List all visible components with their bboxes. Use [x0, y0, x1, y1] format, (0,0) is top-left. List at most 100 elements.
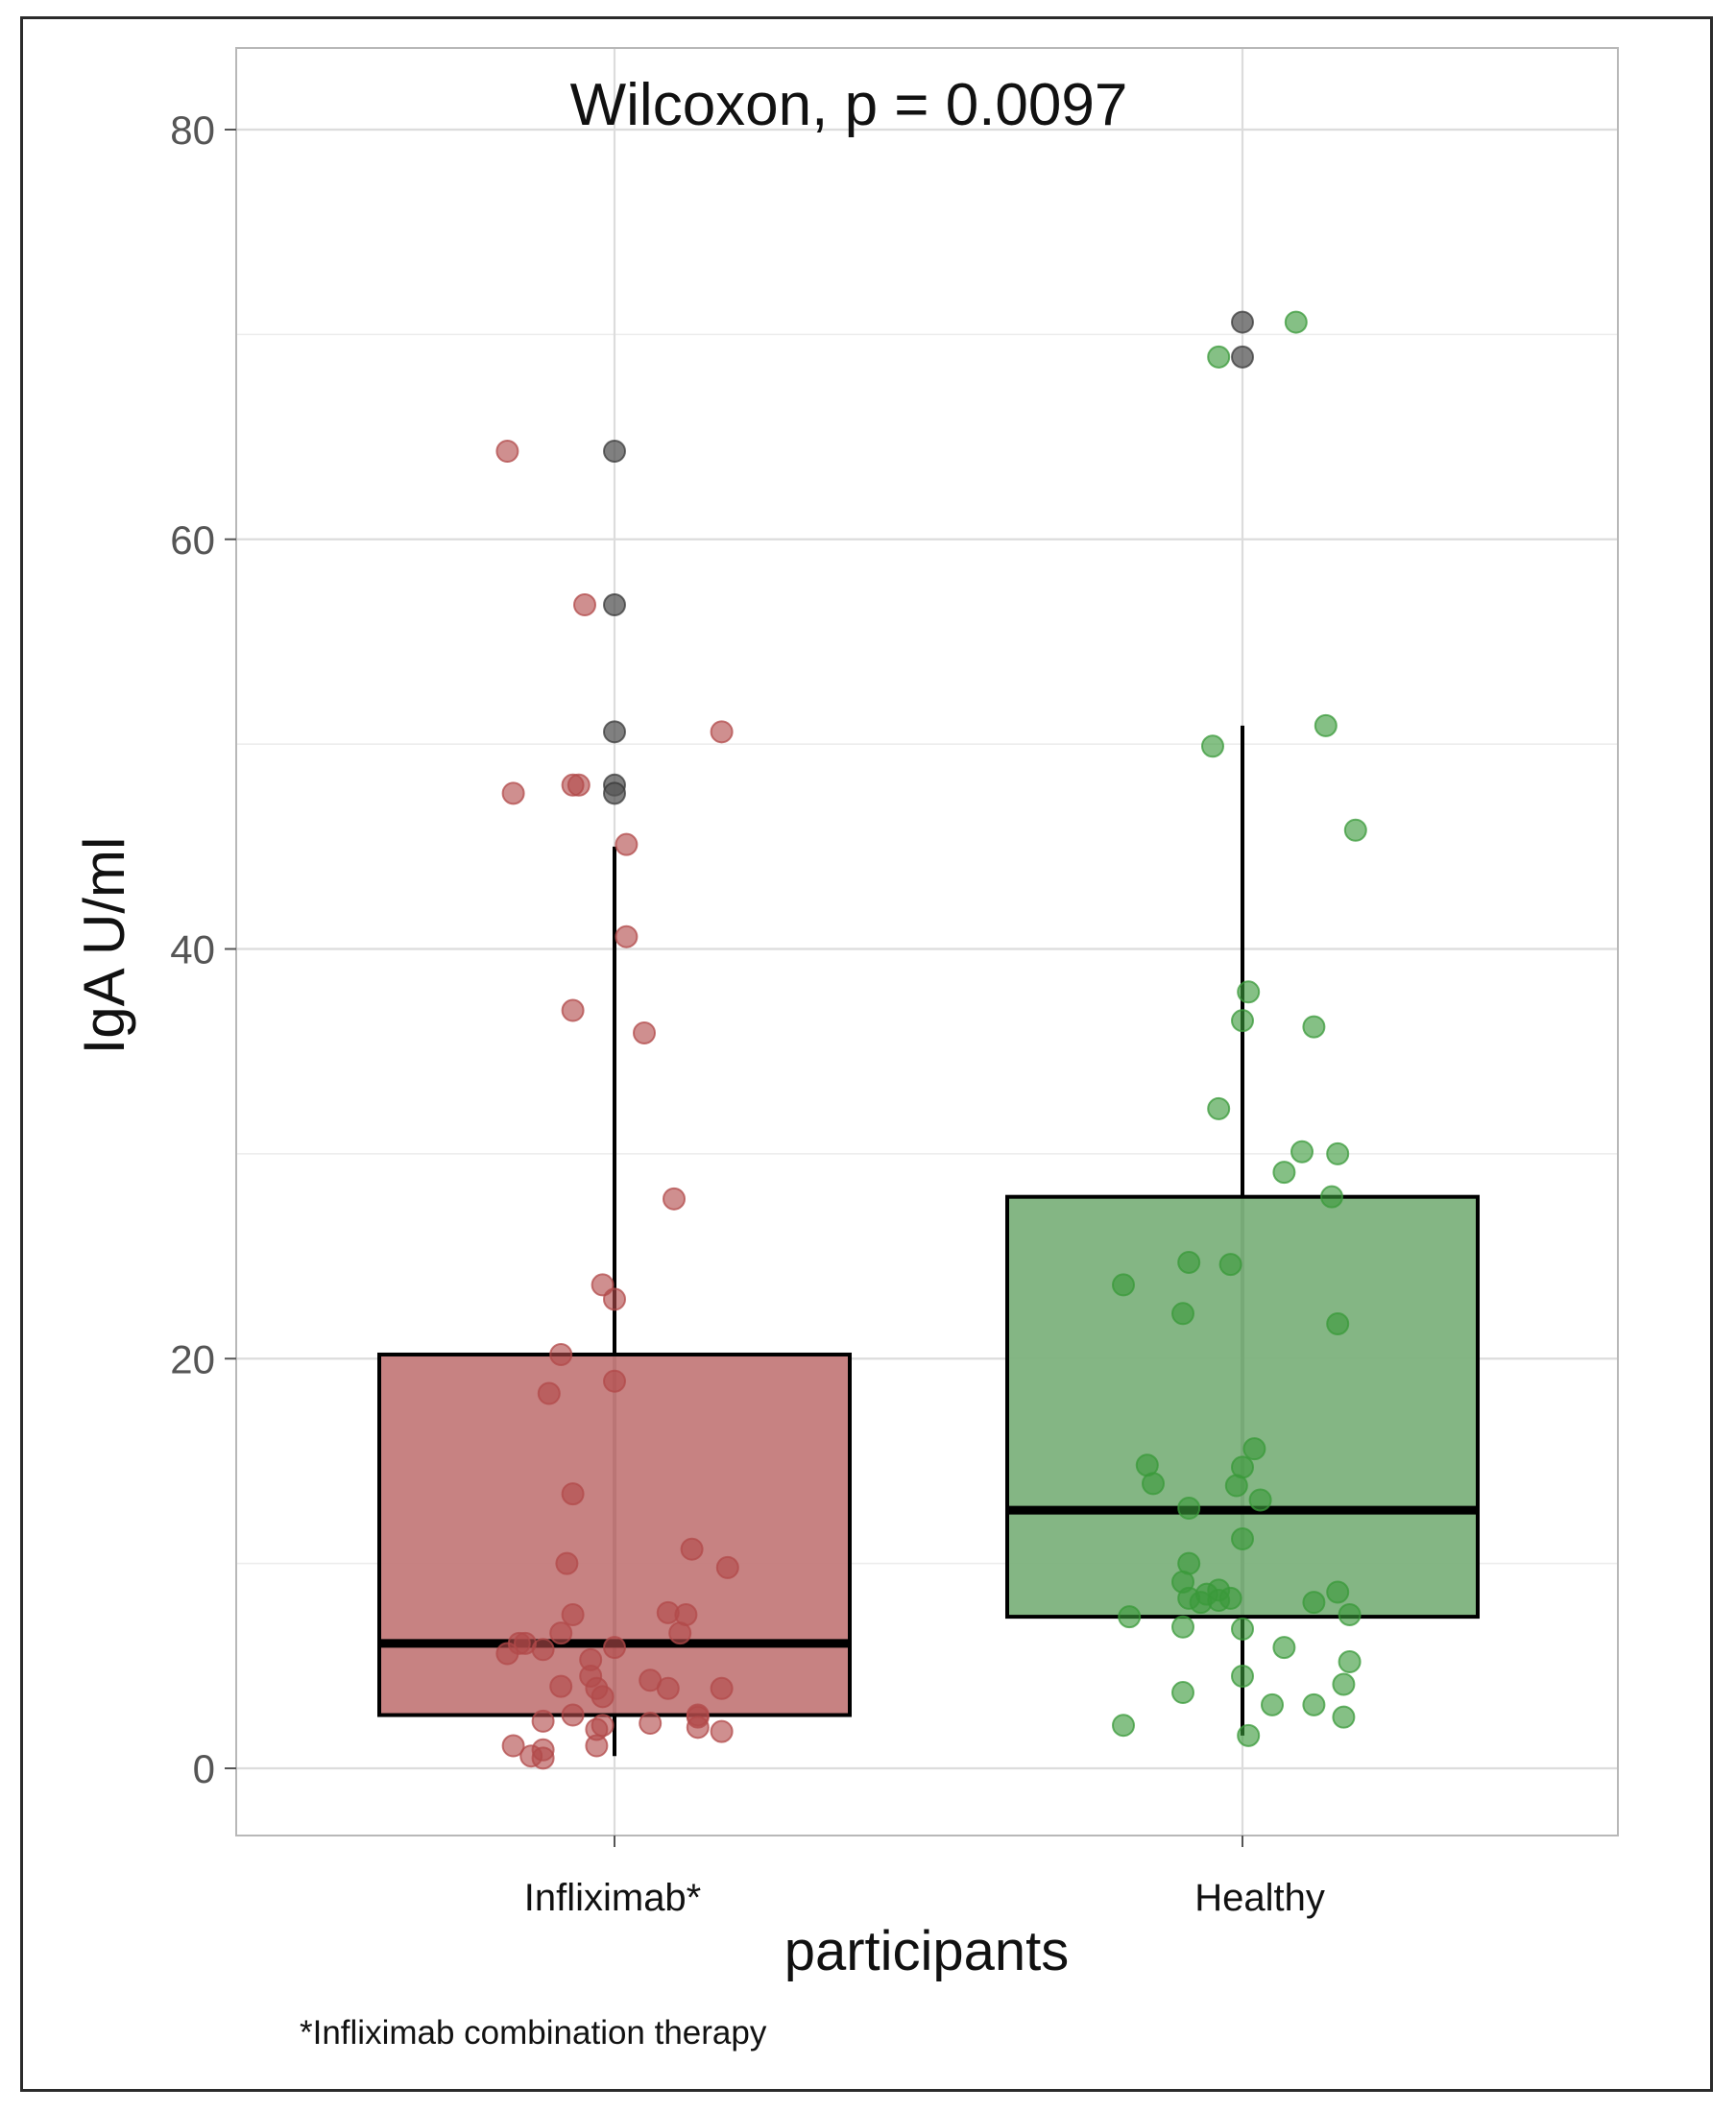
footnote: *Infliximab combination therapy	[300, 2014, 767, 2052]
data-point-healthy	[1231, 1527, 1254, 1551]
outlier-layer	[603, 310, 1254, 805]
x-tick-label-infliximab: Infliximab*	[524, 1877, 702, 1919]
point-layer	[495, 310, 1367, 1770]
data-point-healthy	[1272, 1161, 1296, 1185]
data-point-infliximab	[549, 1621, 573, 1645]
data-point-healthy	[1231, 1009, 1254, 1033]
data-point-infliximab	[591, 1685, 615, 1709]
data-point-infliximab	[710, 1676, 734, 1700]
data-point-infliximab	[501, 1734, 525, 1758]
data-point-infliximab	[531, 1709, 555, 1733]
data-point-infliximab	[585, 1734, 609, 1758]
data-point-healthy	[1326, 1311, 1350, 1335]
x-axis-label: participants	[784, 1920, 1070, 1982]
data-point-infliximab	[663, 1187, 686, 1211]
data-point-infliximab	[710, 720, 734, 744]
data-point-healthy	[1207, 345, 1231, 369]
data-point-infliximab	[561, 998, 585, 1022]
data-point-infliximab	[561, 1602, 585, 1626]
data-point-healthy	[1218, 1253, 1242, 1277]
data-point-healthy	[1237, 1723, 1261, 1747]
data-point-healthy	[1302, 1591, 1326, 1615]
data-point-healthy	[1242, 1437, 1266, 1461]
y-tick-label: 80	[170, 108, 215, 153]
data-point-infliximab	[561, 1703, 585, 1727]
data-point-infliximab	[603, 1287, 626, 1311]
data-point-healthy	[1207, 1096, 1231, 1120]
data-point-infliximab	[656, 1676, 680, 1700]
data-point-healthy	[1314, 713, 1338, 737]
data-point-healthy	[1142, 1472, 1165, 1496]
box-healthy	[1005, 1194, 1480, 1620]
data-point-healthy	[1177, 1497, 1201, 1521]
data-point-infliximab	[549, 1342, 573, 1366]
outlier-point-infliximab	[603, 593, 626, 617]
data-point-healthy	[1338, 1650, 1362, 1674]
data-point-infliximab	[603, 1369, 626, 1393]
data-point-infliximab	[615, 832, 639, 856]
data-point-healthy	[1290, 1140, 1314, 1164]
data-point-healthy	[1302, 1692, 1326, 1716]
data-point-infliximab	[680, 1537, 704, 1561]
data-point-healthy	[1326, 1141, 1350, 1165]
data-point-infliximab	[531, 1638, 555, 1662]
data-point-healthy	[1171, 1681, 1194, 1705]
y-tick-label: 20	[170, 1336, 215, 1381]
data-point-healthy	[1284, 310, 1308, 334]
data-point-infliximab	[537, 1381, 561, 1405]
data-point-healthy	[1112, 1273, 1135, 1297]
data-point-healthy	[1237, 980, 1261, 1004]
data-point-healthy	[1248, 1488, 1272, 1512]
x-tick-label-healthy: Healthy	[1194, 1877, 1325, 1919]
data-point-infliximab	[573, 593, 596, 617]
data-point-infliximab	[633, 1020, 656, 1044]
data-point-infliximab	[561, 1482, 585, 1506]
data-point-infliximab	[495, 439, 519, 463]
data-point-healthy	[1177, 1250, 1201, 1274]
data-point-infliximab	[710, 1719, 734, 1743]
data-point-healthy	[1189, 1591, 1213, 1615]
data-point-healthy	[1332, 1705, 1356, 1729]
y-tick-label: 40	[170, 927, 215, 972]
data-point-infliximab	[615, 924, 639, 948]
box-infliximab	[377, 1352, 852, 1717]
data-point-healthy	[1343, 818, 1367, 842]
data-point-infliximab	[639, 1712, 663, 1736]
data-point-healthy	[1112, 1714, 1135, 1738]
data-point-healthy	[1332, 1672, 1356, 1696]
data-point-infliximab	[686, 1716, 710, 1740]
data-point-healthy	[1261, 1692, 1284, 1716]
data-point-infliximab	[495, 1642, 519, 1666]
outlier-point-infliximab	[603, 781, 626, 805]
outlier-point-healthy	[1231, 345, 1254, 369]
data-point-infliximab	[603, 1636, 626, 1660]
data-point-infliximab	[555, 1551, 579, 1575]
data-point-healthy	[1272, 1636, 1296, 1660]
data-point-infliximab	[668, 1621, 692, 1645]
data-point-infliximab	[501, 781, 525, 805]
y-tick-label: 0	[193, 1746, 215, 1791]
data-point-healthy	[1231, 1664, 1254, 1688]
data-point-healthy	[1171, 1302, 1194, 1326]
data-point-healthy	[1231, 1617, 1254, 1641]
data-point-healthy	[1224, 1474, 1248, 1498]
data-point-healthy	[1320, 1185, 1343, 1209]
data-point-infliximab	[561, 773, 585, 797]
y-axis-label: IgA U/ml	[72, 837, 136, 1055]
data-point-infliximab	[715, 1555, 739, 1579]
data-point-healthy	[1302, 1015, 1326, 1039]
data-point-healthy	[1326, 1580, 1350, 1604]
data-point-healthy	[1118, 1605, 1142, 1629]
data-point-healthy	[1338, 1602, 1362, 1626]
outlier-point-healthy	[1231, 310, 1254, 334]
axis-layer: 0 20 40 60 80 Infliximab* Healthy	[170, 108, 1325, 1919]
panel-border	[235, 47, 1619, 1836]
figure-frame	[20, 16, 1713, 2092]
outlier-point-infliximab	[603, 439, 626, 463]
data-point-infliximab	[531, 1746, 555, 1770]
data-point-healthy	[1218, 1586, 1242, 1610]
outlier-point-infliximab	[603, 720, 626, 744]
y-tick-label: 60	[170, 517, 215, 563]
chart-title: Wilcoxon, p = 0.0097	[570, 72, 1128, 138]
